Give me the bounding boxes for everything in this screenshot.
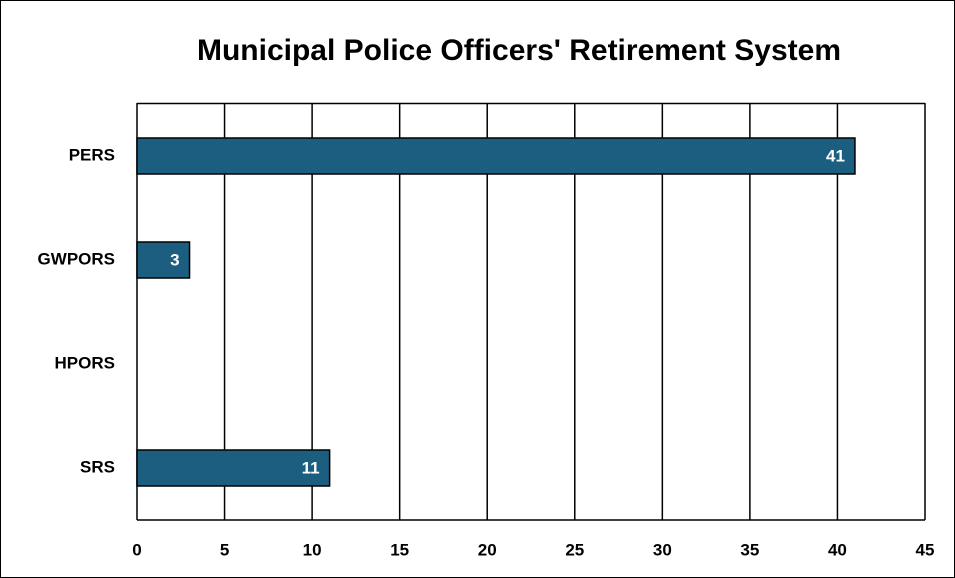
x-tick-label: 30 [653, 540, 672, 559]
x-tick-label: 5 [220, 540, 229, 559]
bar [136, 449, 331, 487]
data-label: 3 [170, 250, 179, 269]
data-label: 41 [826, 146, 845, 165]
y-tick-label: SRS [80, 457, 115, 476]
chart-title: Municipal Police Officers' Retirement Sy… [197, 34, 841, 67]
x-tick-label: 35 [740, 540, 759, 559]
y-tick-label: HPORS [55, 353, 115, 372]
x-tick-label: 15 [390, 540, 409, 559]
x-tick-label: 45 [916, 540, 935, 559]
x-tick-label: 25 [565, 540, 584, 559]
x-tick-label: 20 [478, 540, 497, 559]
x-tick-label: 40 [828, 540, 847, 559]
data-label: 11 [302, 458, 320, 477]
x-tick-label: 10 [303, 540, 322, 559]
bar [136, 137, 856, 175]
y-tick-label: PERS [69, 145, 115, 164]
y-tick-label: GWPORS [38, 249, 115, 268]
x-tick-label: 0 [132, 540, 141, 559]
bar [136, 241, 191, 279]
